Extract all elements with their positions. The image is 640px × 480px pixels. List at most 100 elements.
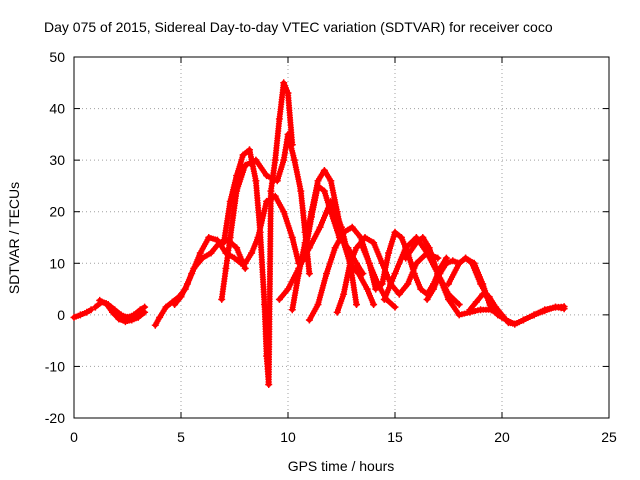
data-point-sat-d-2: [162, 303, 170, 311]
data-point-sat-h-11: [320, 187, 328, 195]
data-point-sat-m-2: [372, 285, 380, 293]
data-point-sat-e-8: [233, 244, 241, 252]
y-tick-label: -10: [45, 358, 65, 374]
data-point-sat-k-3: [331, 244, 339, 252]
data-point-sat-e-3: [190, 264, 198, 272]
data-point-sat-d-11: [231, 254, 238, 262]
data-point-sat-f-4: [241, 161, 249, 169]
data-point-sat-i-8: [353, 301, 360, 308]
data-point-sat-m-4: [385, 249, 393, 257]
data-point-sat-a-2: [83, 308, 91, 316]
y-tick-label: 30: [49, 152, 65, 168]
data-point-sat-r-5: [498, 311, 506, 319]
data-point-sat-l-8: [395, 290, 403, 298]
data-point-sat-j-12: [370, 301, 378, 308]
x-tick-label: 10: [280, 429, 296, 445]
data-point-sat-g-15: [288, 141, 296, 149]
data-point-sat-g-13: [280, 79, 288, 87]
data-point-sat-j-1: [295, 270, 303, 278]
data-point-sat-m-5: [391, 228, 399, 236]
axis-ticks: 0 5 10 15 20 25 -20 -10 0 10 20 30 40 50: [45, 49, 617, 445]
data-point-sat-g-4: [246, 146, 253, 154]
data-point-sat-f-6: [263, 172, 271, 180]
data-point-sat-r-11: [552, 303, 559, 311]
data-point-sat-n-2: [402, 244, 410, 252]
data-point-sat-g-14: [284, 89, 292, 97]
data-point-sat-l-5: [370, 239, 378, 247]
data-point-sat-d-8: [205, 234, 213, 241]
data-point-sat-k-1: [314, 301, 322, 308]
data-point-sat-p-1: [430, 285, 437, 293]
data-point-sat-j-7: [333, 208, 341, 216]
data-point-sat-j-5: [320, 167, 328, 174]
data-point-sat-r-4: [492, 303, 500, 311]
data-point-sat-c-6: [134, 313, 142, 321]
data-point-sat-l-12: [434, 254, 442, 262]
data-point-sat-e-1: [177, 293, 185, 301]
data-point-sat-g-2: [233, 172, 241, 180]
data-point-sat-g-10: [267, 187, 275, 195]
data-point-sat-r-12: [560, 305, 568, 313]
x-tick-label: 0: [70, 429, 78, 445]
data-point-sat-e-5: [207, 249, 215, 257]
data-point-sat-g-1: [226, 197, 234, 205]
data-point-sat-f-11: [297, 187, 305, 195]
data-point-sat-g-7: [261, 301, 268, 308]
data-point-sat-p-0: [423, 295, 431, 303]
data-point-sat-i-1: [284, 285, 292, 293]
data-point-sat-g-3: [239, 151, 247, 159]
y-tick-label: 0: [57, 307, 65, 323]
data-point-sat-r-3: [485, 293, 493, 301]
data-point-sat-r-8: [519, 316, 527, 324]
data-point-sat-f-2: [226, 234, 234, 241]
data-point-sat-o-2: [419, 234, 427, 241]
series-layer: [70, 79, 568, 388]
data-point-sat-d-1: [156, 313, 164, 321]
y-tick-label: -20: [45, 410, 65, 426]
data-point-sat-j-10: [355, 270, 363, 278]
data-point-sat-c-1: [102, 300, 110, 307]
data-point-sat-j-6: [327, 177, 335, 185]
data-point-sat-a-1: [76, 311, 84, 319]
data-point-sat-c-0: [96, 296, 104, 304]
data-point-sat-h-0: [241, 259, 249, 267]
data-point-sat-p-2: [436, 270, 444, 278]
y-tick-label: 40: [49, 101, 65, 117]
data-point-sat-o-0: [402, 254, 410, 262]
data-point-sat-l-1: [340, 290, 348, 298]
data-point-sat-f-8: [280, 156, 288, 164]
data-point-sat-a-3: [87, 306, 95, 314]
data-point-sat-l-10: [412, 259, 420, 267]
data-point-sat-l-3: [353, 244, 360, 252]
data-point-sat-o-6: [455, 311, 463, 319]
data-point-sat-g-12: [275, 115, 283, 123]
data-point-sat-d-0: [151, 321, 159, 329]
data-point-sat-h-6: [288, 234, 296, 241]
data-point-sat-h-4: [271, 192, 279, 200]
y-axis-label: SDTVAR / TECUs: [6, 182, 22, 294]
data-point-sat-f-13: [305, 270, 313, 278]
data-point-sat-k-10: [391, 303, 399, 311]
data-point-sat-o-5: [445, 295, 452, 303]
data-point-sat-n-0: [380, 295, 388, 303]
data-point-sat-a-0: [70, 313, 78, 321]
x-tick-label: 20: [494, 429, 510, 445]
data-point-sat-r-7: [511, 320, 519, 328]
data-point-sat-k-5: [348, 223, 356, 231]
data-point-sat-n-1: [391, 270, 399, 278]
data-point-sat-r-1: [472, 298, 480, 306]
data-point-sat-p-4: [449, 257, 457, 265]
x-tick-label: 5: [177, 429, 185, 445]
data-point-sat-m-8: [410, 270, 418, 278]
data-point-sat-c-2: [109, 308, 116, 316]
x-axis-label: GPS time / hours: [288, 458, 395, 474]
data-point-sat-j-2: [301, 239, 309, 247]
plot-frame: [73, 56, 610, 419]
data-point-sat-i-4: [316, 223, 324, 231]
data-point-sat-q-1: [455, 259, 463, 267]
data-point-sat-b-0: [91, 303, 99, 311]
y-tick-label: 50: [49, 49, 65, 65]
data-point-sat-c-4: [121, 318, 129, 326]
data-point-sat-q-3: [468, 259, 476, 267]
